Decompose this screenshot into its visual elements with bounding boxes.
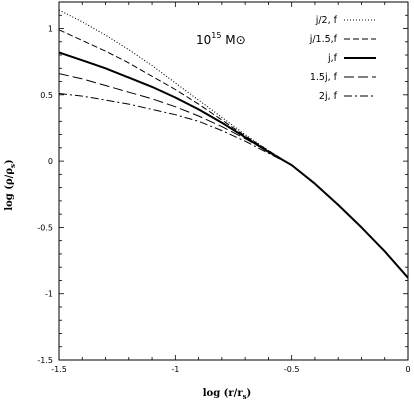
y-tick-label: 1 bbox=[48, 25, 53, 34]
series-line-2 bbox=[58, 29, 409, 279]
series-line-4 bbox=[58, 73, 409, 279]
axis-ticks: -1.5 -1 -0.5 0 -1.5 -1 -0.5 0 0.5 1 bbox=[37, 1, 411, 374]
series-lines bbox=[58, 9, 409, 279]
y-tick-label: -0.5 bbox=[37, 223, 53, 232]
series-line-1 bbox=[58, 9, 409, 279]
y-axis-label: log (ρ/ρs) bbox=[4, 159, 17, 210]
y-tick-label: 0.5 bbox=[40, 91, 53, 100]
plot-area bbox=[58, 1, 409, 361]
series-line-5 bbox=[58, 93, 409, 279]
legend-label: 1.5j, f bbox=[310, 72, 338, 83]
plot-frame bbox=[58, 1, 409, 361]
legend-label: 2j, f bbox=[319, 91, 338, 102]
x-tick-label: 0 bbox=[405, 365, 410, 374]
x-tick-label: -0.5 bbox=[284, 365, 300, 374]
y-tick-label: -1 bbox=[45, 290, 53, 299]
x-axis-label: log (r/rs) bbox=[203, 388, 252, 401]
x-tick-label: -1 bbox=[171, 365, 179, 374]
legend: j/2, f j/1.5,f j,f 1.5j, f 2j, f bbox=[309, 15, 376, 102]
legend-label: j/1.5,f bbox=[309, 34, 338, 45]
y-tick-label: 0 bbox=[48, 157, 53, 166]
legend-label: j/2, f bbox=[315, 15, 338, 26]
legend-label: j,f bbox=[327, 53, 338, 64]
x-tick-label: -1.5 bbox=[51, 365, 67, 374]
y-tick-label: -1.5 bbox=[37, 356, 53, 365]
series-line-3 bbox=[58, 51, 409, 279]
mass-annotation: 1015 M⊙ bbox=[196, 31, 246, 47]
